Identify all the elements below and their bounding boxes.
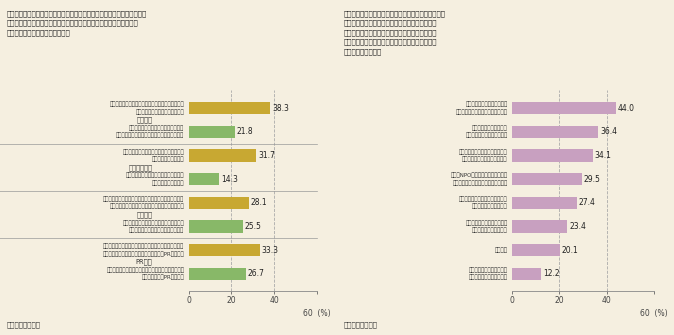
Text: 農業や環境保護等を体験してもらうなど、
観光客体験型の観光振興を進める活動: 農業や環境保護等を体験してもらうなど、 観光客体験型の観光振興を進める活動 [123, 220, 185, 233]
Text: 25.5: 25.5 [245, 222, 262, 231]
Text: 企業やNPOなどが地域を元気にする
活動をしやすくなるよう、支援を行う: 企業やNPOなどが地域を元気にする 活動をしやすくなるよう、支援を行う [450, 173, 508, 186]
Text: 31.7: 31.7 [258, 151, 275, 160]
Text: 将来の活力の基となる地域資源の
発掘・創出に対する支援を行う: 将来の活力の基となる地域資源の 発掘・創出に対する支援を行う [459, 149, 508, 162]
Text: 36.4: 36.4 [600, 127, 617, 136]
Text: 地域において芸術祭、伝統芸能、コンサート等を実施・
開催するなど、地域参画型の観光振興を進める活動: 地域において芸術祭、伝統芸能、コンサート等を実施・ 開催するなど、地域参画型の観… [103, 196, 185, 209]
Text: 問　あなたのお住まいの地域が活気を取り戻したり、将来にわたって活力
を得ていくために、お住まいの地域における活動として、有効だと思
うものをすべてお選びください: 問 あなたのお住まいの地域が活気を取り戻したり、将来にわたって活力 を得ていくた… [7, 10, 147, 36]
Bar [512, 102, 616, 114]
Text: 資料）国土交通省: 資料）国土交通省 [344, 322, 377, 328]
Text: 28.1: 28.1 [251, 198, 267, 207]
Text: 21.8: 21.8 [237, 127, 253, 136]
Text: 33.3: 33.3 [262, 246, 278, 255]
Bar [189, 173, 219, 185]
Text: 27.4: 27.4 [579, 198, 596, 207]
Text: 60  (%): 60 (%) [303, 309, 330, 318]
Text: 活気ついた地域の成功事例を
紹介するなど広報を行う: 活気ついた地域の成功事例を 紹介するなど広報を行う [465, 220, 508, 233]
Text: ホームページ・ブログ・メールなどインターネットを通
じて、関心のありそうな人に地域の魅力をPRする活動: ホームページ・ブログ・メールなどインターネットを通 じて、関心のありそうな人に地… [102, 244, 185, 257]
Text: 民間の知恵や活力を最大限に
引き出すよう、官民連携を強化する: 民間の知恵や活力を最大限に 引き出すよう、官民連携を強化する [456, 102, 508, 115]
Text: 参画主体: 参画主体 [136, 211, 152, 218]
Text: 12.2: 12.2 [543, 269, 559, 278]
Text: 60  (%): 60 (%) [640, 309, 667, 318]
Text: 38.3: 38.3 [272, 104, 289, 113]
Text: 26.7: 26.7 [247, 269, 264, 278]
Bar [189, 244, 259, 256]
Bar [512, 126, 598, 138]
Text: 14.3: 14.3 [221, 175, 238, 184]
Text: 特にない: 特にない [495, 247, 508, 253]
Bar [512, 173, 582, 185]
Bar [512, 220, 568, 232]
Text: ドラマや映画の撮影協力などにより、
地域において新たな価値を創り、発信する活動: ドラマや映画の撮影協力などにより、 地域において新たな価値を創り、発信する活動 [116, 125, 185, 138]
Text: 地域資源: 地域資源 [136, 117, 152, 123]
Text: 地域とアジアなどの世界が
結びつくための支援を行う: 地域とアジアなどの世界が 結びつくための支援を行う [468, 267, 508, 280]
Text: 新聞・テレビなどマスコミを通じて、不特定多数の人
に地域の魅力をPRする活動: 新聞・テレビなどマスコミを通じて、不特定多数の人 に地域の魅力をPRする活動 [106, 267, 185, 280]
Text: 34.1: 34.1 [594, 151, 611, 160]
Text: 景色の美しさや食文化など持ち前の良さを活かし、
地域の価値を再発見していく活動: 景色の美しさや食文化など持ち前の良さを活かし、 地域の価値を再発見していく活動 [110, 102, 185, 115]
Text: 問　あなたのお住まいの地域が活気を取り戻したり、
将来にわたって活力を得ていくために、お住まい
の地域にとって、行政はどのような手法を採るこ
とが有効だと思いま: 問 あなたのお住まいの地域が活気を取り戻したり、 将来にわたって活力を得ていくた… [344, 10, 446, 55]
Bar [189, 126, 235, 138]
Bar [189, 102, 270, 114]
Text: レジャー施設など新規に施設を建設し、
観光客を呼び込む活動: レジャー施設など新規に施設を建設し、 観光客を呼び込む活動 [126, 173, 185, 186]
Text: 資料）国土交通省: 資料）国土交通省 [7, 322, 40, 328]
Text: 29.5: 29.5 [584, 175, 601, 184]
Bar [512, 268, 541, 280]
Text: 呼び込む拠点: 呼び込む拠点 [129, 164, 152, 171]
Bar [512, 197, 577, 209]
Bar [189, 197, 249, 209]
Text: 44.0: 44.0 [618, 104, 635, 113]
Text: 23.4: 23.4 [570, 222, 586, 231]
Bar [189, 149, 256, 161]
Text: 空き店舗や廃校など既存の施設を活かし、
観光客を呼び込む活動: 空き店舗や廃校など既存の施設を活かし、 観光客を呼び込む活動 [123, 149, 185, 162]
Text: 20.1: 20.1 [561, 246, 578, 255]
Text: 国の権限を地方公共団体に移し、
地方が活動しやすくする: 国の権限を地方公共団体に移し、 地方が活動しやすくする [459, 196, 508, 209]
Text: 地域が元気になる活動の
中心となる人材の育成を行う: 地域が元気になる活動の 中心となる人材の育成を行う [465, 125, 508, 138]
Text: PR方法: PR方法 [136, 259, 152, 265]
Bar [189, 268, 246, 280]
Bar [512, 149, 592, 161]
Bar [512, 244, 559, 256]
Bar [189, 220, 243, 232]
